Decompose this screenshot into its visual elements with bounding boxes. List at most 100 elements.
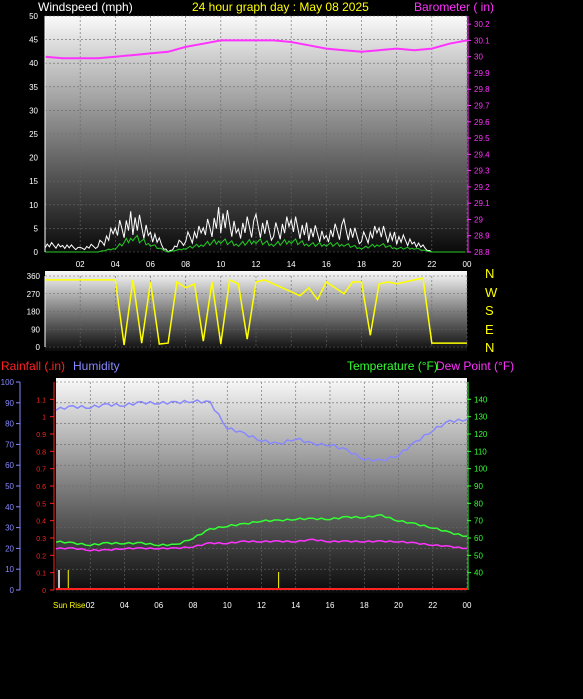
temp-tick-label: 40	[474, 569, 483, 578]
top-left-tick-label: 25	[29, 130, 38, 139]
compass-w: W	[485, 285, 498, 300]
top-left-tick-label: 15	[29, 177, 38, 186]
top-x-tick-label: 20	[392, 260, 401, 269]
top-right-tick-label: 28.9	[474, 232, 490, 241]
temp-tick-label: 90	[474, 482, 483, 491]
top-right-tick-label: 30.2	[474, 20, 490, 29]
lower-x-tick-label: 22	[428, 601, 437, 610]
top-right-tick-label: 29.8	[474, 85, 490, 94]
compass-n-top: N	[485, 266, 494, 281]
top-left-tick-label: 0	[34, 248, 39, 257]
humidity-label: Humidity	[73, 359, 120, 373]
top-right-tick-label: 29.4	[474, 150, 490, 159]
temp-tick-label: 50	[474, 551, 483, 560]
top-grid	[45, 15, 468, 253]
lower-x-tick-label: 16	[326, 601, 335, 610]
humidity-tick-label: 100	[1, 378, 15, 387]
lower-plot-background	[56, 378, 467, 593]
direction-tick-label: 360	[27, 272, 41, 281]
windspeed-label: Windspeed (mph)	[38, 0, 133, 14]
rain-tick-label: 0	[42, 588, 46, 595]
humidity-tick-label: 80	[5, 420, 14, 429]
rain-tick-label: 0.5	[36, 501, 46, 508]
lower-axes: 010203040506070809010000.10.20.30.40.50.…	[1, 378, 488, 610]
humidity-tick-label: 40	[5, 503, 14, 512]
temp-tick-label: 120	[474, 430, 488, 439]
rain-tick-label: 0.6	[36, 484, 46, 491]
rainfall-label: Rainfall (.in)	[1, 359, 65, 373]
direction-tick-label: 90	[31, 325, 40, 334]
top-x-tick-label: 14	[287, 260, 296, 269]
lower-x-tick-label: 12	[257, 601, 266, 610]
rain-tick-label: 0.7	[36, 467, 46, 474]
wind-direction-line	[45, 277, 467, 346]
top-left-tick-label: 40	[29, 59, 38, 68]
top-left-tick-label: 10	[29, 201, 38, 210]
direction-axes: 0 90 180 270 360	[27, 272, 46, 352]
top-x-tick-label: 12	[252, 260, 261, 269]
top-right-tick-label: 30	[474, 53, 483, 62]
lower-x-tick-label: 20	[394, 601, 403, 610]
top-x-tick-label: 16	[322, 260, 331, 269]
barometer-line	[44, 39, 468, 60]
direction-tick-label: 180	[27, 308, 41, 317]
top-right-tick-label: 29.9	[474, 69, 490, 78]
top-x-tick-label: 10	[216, 260, 225, 269]
humidity-tick-label: 30	[5, 524, 14, 533]
humidity-tick-label: 90	[5, 399, 14, 408]
dewpoint-label: Dew Point (°F)	[436, 359, 514, 373]
top-right-tick-label: 29.5	[474, 134, 490, 143]
compass-n-bottom: N	[485, 340, 494, 355]
temp-tick-label: 60	[474, 534, 483, 543]
top-right-tick-label: 29.2	[474, 183, 490, 192]
top-left-tick-label: 45	[29, 36, 38, 45]
top-axes: 0 5 10 15 20 25 30 35 40 45 50 02 04 06 08 10 12 14 16 18 20…	[29, 12, 490, 269]
lower-x-tick-label: 00	[463, 601, 472, 610]
temperature-label: Temperature (°F)	[347, 359, 438, 373]
top-left-tick-label: 30	[29, 106, 38, 115]
lower-x-tick-label: 06	[154, 601, 163, 610]
top-left-tick-label: 50	[29, 12, 38, 21]
humidity-tick-label: 70	[5, 440, 14, 449]
top-x-tick-label: 00	[463, 260, 472, 269]
rain-tick-label: 0.2	[36, 553, 46, 560]
rain-tick-label: 1	[42, 415, 46, 422]
lower-x-tick-label: 10	[223, 601, 232, 610]
top-x-tick-label: 22	[427, 260, 436, 269]
top-right-tick-label: 29.3	[474, 167, 490, 176]
lower-x-tick-label: 02	[86, 601, 95, 610]
barometer-label: Barometer ( in)	[414, 0, 494, 14]
humidity-tick-label: 0	[10, 586, 15, 595]
top-right-tick-label: 30.1	[474, 36, 490, 45]
temp-tick-label: 110	[474, 447, 487, 456]
top-left-tick-label: 20	[29, 154, 38, 163]
temp-tick-label: 130	[474, 413, 488, 422]
lower-x-tick-label: 14	[291, 601, 300, 610]
lower-x-tick-label: 08	[189, 601, 198, 610]
rain-tick-label: 0.9	[36, 432, 46, 439]
top-right-tick-label: 28.8	[474, 248, 490, 257]
top-right-tick-label: 29.1	[474, 199, 490, 208]
compass-e: E	[485, 322, 494, 337]
temp-tick-label: 140	[474, 395, 488, 404]
temp-tick-label: 100	[474, 465, 488, 474]
top-left-tick-label: 5	[34, 224, 39, 233]
lower-series	[55, 399, 468, 590]
top-x-tick-label: 02	[76, 260, 85, 269]
humidity-tick-label: 50	[5, 482, 14, 491]
rain-tick-label: 0.3	[36, 536, 46, 543]
humidity-tick-label: 60	[5, 461, 14, 470]
direction-series	[45, 277, 467, 346]
chart-title: 24 hour graph day : May 08 2025	[192, 0, 369, 14]
top-right-tick-label: 29.6	[474, 118, 490, 127]
top-right-tick-label: 29.7	[474, 102, 490, 111]
wind-peak-line	[44, 207, 465, 253]
humidity-tick-label: 20	[5, 544, 14, 553]
lower-x-tick-label: 18	[360, 601, 369, 610]
humidity-line	[55, 399, 468, 463]
humidity-tick-label: 10	[5, 565, 14, 574]
lower-x-tick-label: 04	[120, 601, 129, 610]
rain-tick-label: 0.8	[36, 449, 46, 456]
